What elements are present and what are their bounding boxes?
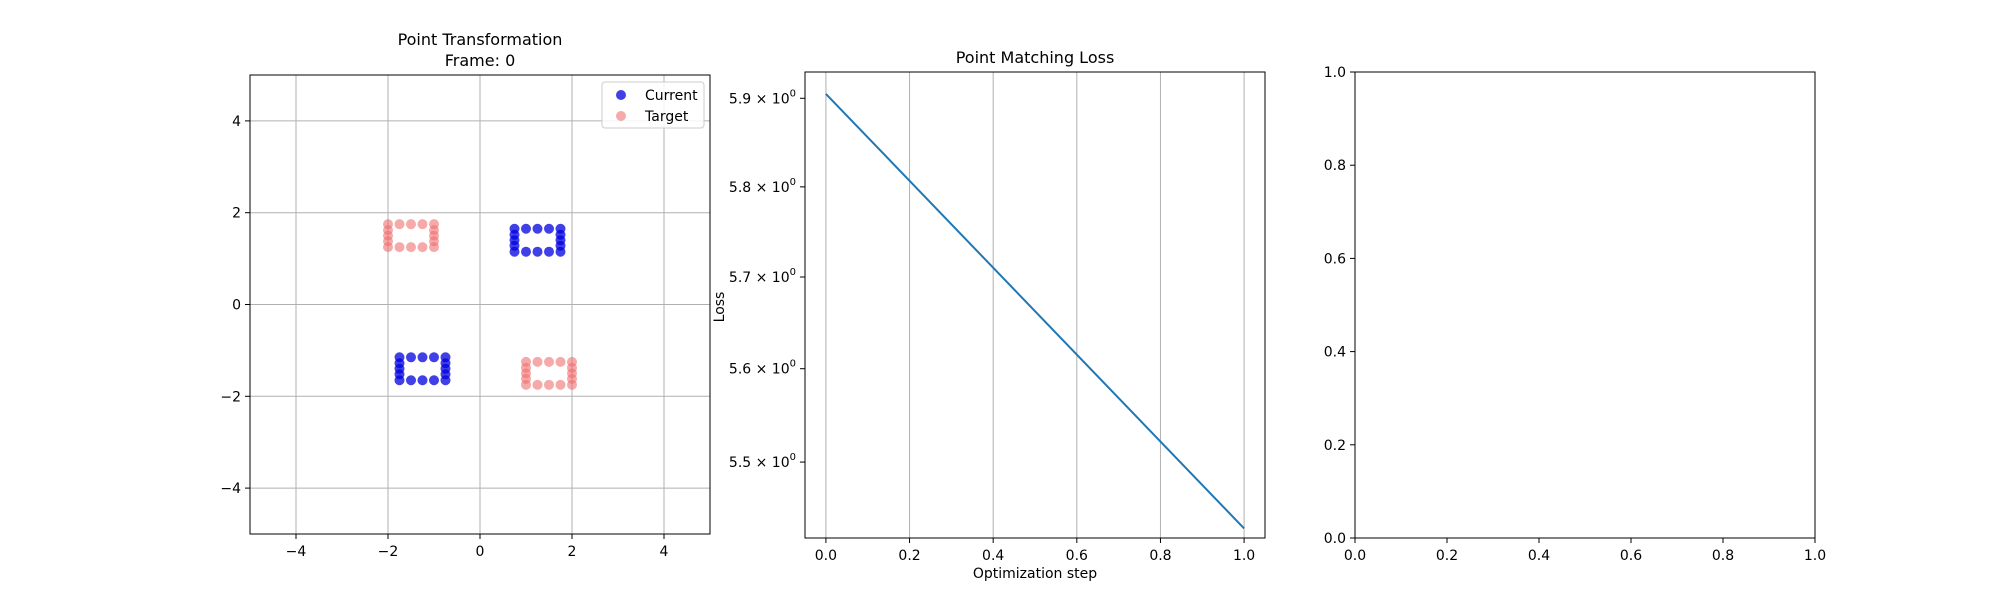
point-transformation-panel: −4 −2 0 2 4 −4 −2 0 2 4 Point Transformation Fram… — [220, 30, 711, 560]
p2-ticks: 0.0 0.2 0.4 0.6 0.8 1.0 5.5 × 100 5.6 × 100 5.7 … — [729, 88, 1255, 564]
target-point — [394, 242, 405, 253]
p3-ytick-label: 0.0 — [1324, 531, 1346, 547]
p3-ytick-label: 1.0 — [1324, 65, 1346, 81]
current-point — [406, 352, 416, 363]
legend-current-label: Current — [645, 88, 698, 104]
p1-subtitle: Frame: 0 — [445, 51, 516, 70]
legend-target-marker — [616, 111, 626, 121]
current-point — [417, 352, 428, 363]
current-point — [429, 375, 439, 386]
target-point — [532, 356, 543, 367]
p1-xtick-label: −2 — [378, 544, 399, 560]
p2-title: Point Matching Loss — [956, 48, 1115, 67]
p2-ytick-label: 5.9 × 100 — [729, 88, 796, 107]
p2-xlabel: Optimization step — [973, 566, 1097, 582]
p1-xtick-label: 2 — [568, 544, 577, 560]
p1-legend-box — [601, 81, 705, 129]
p2-xtick-label: 1.0 — [1233, 548, 1255, 564]
p2-ylabel: Loss — [712, 292, 728, 323]
p2-axes-frame — [804, 71, 1266, 539]
p2-xtick-label: 0.2 — [898, 548, 920, 564]
target-point — [383, 225, 393, 236]
p1-title: Point Transformation — [398, 30, 563, 49]
target-point — [406, 219, 416, 230]
point-matching-loss-panel: 0.0 0.2 0.4 0.6 0.8 1.0 5.5 × 100 5.6 × 100 5.7 … — [712, 48, 1266, 582]
target-point — [417, 219, 428, 230]
p2-xtick-label: 0.6 — [1066, 548, 1088, 564]
target-point — [555, 379, 566, 390]
loss-line — [825, 93, 1245, 530]
current-point — [532, 246, 543, 257]
p3-ytick-label: 0.4 — [1324, 345, 1346, 361]
p2-ytick-label: 5.8 × 100 — [729, 177, 796, 196]
p1-points — [383, 219, 577, 390]
current-point — [417, 375, 428, 386]
p1-ytick-label: 2 — [232, 206, 241, 222]
p1-xtick-label: −4 — [286, 544, 307, 560]
p1-xtick-label: 0 — [476, 544, 485, 560]
p3-axes-frame — [1354, 71, 1816, 539]
p2-ytick-label: 5.6 × 100 — [729, 359, 796, 378]
current-point — [509, 229, 520, 240]
target-point — [417, 242, 428, 253]
p3-xtick-label: 0.4 — [1528, 548, 1550, 564]
p2-lines — [825, 93, 1245, 530]
p2-grid — [825, 72, 1245, 538]
target-point — [544, 379, 554, 390]
p1-xtick-label: 4 — [660, 544, 669, 560]
p1-legend: Current Target — [601, 81, 705, 129]
empty-axes-panel: 0.0 0.2 0.4 0.6 0.8 1.0 0.0 0.2 0.4 0.6 0.8 1.0 — [1324, 65, 1826, 564]
p2-xtick-label: 0.8 — [1149, 548, 1171, 564]
current-point — [544, 223, 554, 234]
current-point — [544, 246, 554, 257]
current-point — [555, 229, 566, 240]
current-point — [440, 369, 451, 380]
target-point — [406, 242, 416, 253]
p1-ytick-label: −2 — [220, 389, 241, 405]
p2-xtick-label: 0.0 — [815, 548, 837, 564]
current-point — [532, 223, 543, 234]
current-point — [394, 369, 405, 380]
p1-ytick-label: −4 — [220, 481, 241, 497]
p3-ytick-label: 0.2 — [1324, 438, 1346, 454]
p1-ticks: −4 −2 0 2 4 −4 −2 0 2 4 — [220, 114, 668, 560]
p2-ytick-label: 5.7 × 100 — [729, 267, 796, 286]
p3-ytick-label: 0.6 — [1324, 251, 1346, 267]
p2-xtick-label: 0.4 — [982, 548, 1004, 564]
p2-ytick-label: 5.5 × 100 — [729, 452, 796, 471]
target-point — [532, 379, 543, 390]
current-point — [406, 375, 416, 386]
target-point — [521, 373, 531, 384]
p3-xtick-label: 0.8 — [1712, 548, 1734, 564]
p3-ytick-label: 0.8 — [1324, 158, 1346, 174]
target-point — [394, 219, 405, 230]
legend-current-marker — [616, 90, 626, 100]
p3-ticks: 0.0 0.2 0.4 0.6 0.8 1.0 0.0 0.2 0.4 0.6 0.8 1.0 — [1324, 65, 1826, 564]
target-point — [555, 356, 566, 367]
current-point — [521, 246, 531, 257]
target-point — [429, 225, 439, 236]
legend-target-label: Target — [644, 109, 689, 125]
p1-ytick-label: 4 — [232, 114, 241, 130]
p3-xtick-label: 0.6 — [1620, 548, 1642, 564]
current-point — [521, 223, 531, 234]
target-point — [544, 356, 554, 367]
p3-xtick-label: 0.0 — [1344, 548, 1366, 564]
target-point — [567, 373, 577, 384]
p1-ytick-label: 0 — [232, 298, 241, 314]
p3-xtick-label: 1.0 — [1804, 548, 1826, 564]
p3-xtick-label: 0.2 — [1436, 548, 1458, 564]
current-point — [429, 352, 439, 363]
